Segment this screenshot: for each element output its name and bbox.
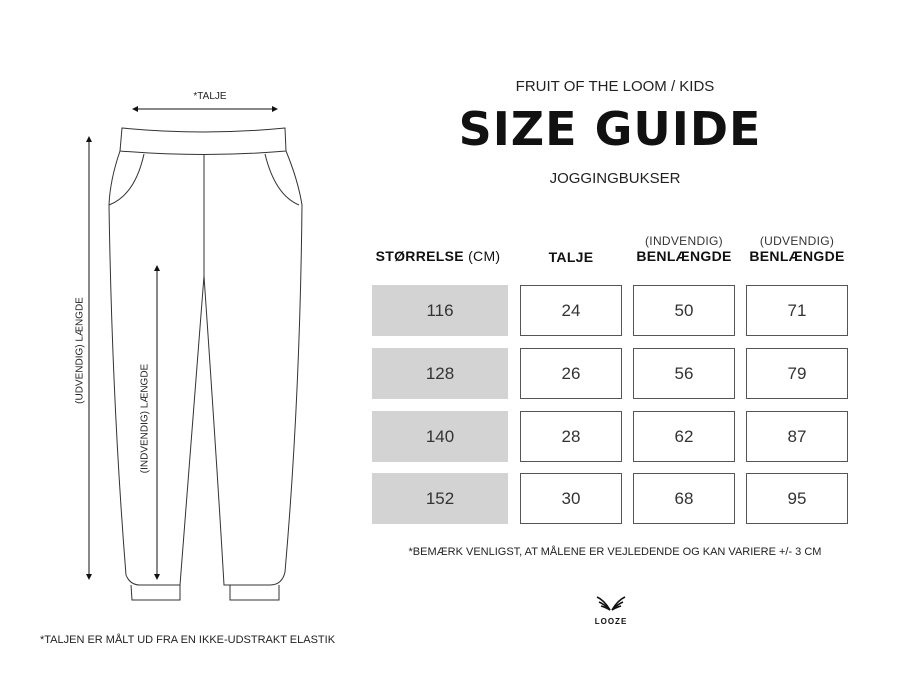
waistband: [119, 127, 287, 155]
looze-logo: LOOZE: [586, 596, 636, 626]
cell-inner-leg: 50: [633, 285, 735, 336]
cell-inner-leg: 62: [633, 411, 735, 462]
waist-note: *TALJEN ER MÅLT UD FRA EN IKKE-UDSTRAKT …: [40, 634, 336, 646]
inner-length-label: (INDVENDIG) LÆNGDE: [139, 363, 151, 474]
outer-length-label: (UDVENDIG) LÆNGDE: [74, 297, 86, 404]
column-header-inner-leg: (INDVENDIG) BENLÆNGDE: [636, 234, 732, 264]
cell-size: 140: [372, 411, 508, 462]
brand-line: FRUIT OF THE LOOM / KIDS: [515, 78, 715, 95]
pants-diagram: [86, 106, 303, 601]
cell-outer-leg: 79: [746, 348, 848, 399]
cell-size: 116: [372, 285, 508, 336]
cell-outer-leg: 95: [746, 473, 848, 524]
cell-waist: 26: [520, 348, 622, 399]
pants-outline: [108, 150, 303, 586]
logo-text: LOOZE: [594, 617, 628, 626]
cell-outer-leg: 87: [746, 411, 848, 462]
waist-label: *TALJE: [193, 91, 227, 102]
wings-icon: [596, 596, 626, 611]
column-header-waist: TALJE: [548, 249, 594, 265]
disclaimer-note: *BEMÆRK VENLIGST, AT MÅLENE ER VEJLEDEND…: [408, 546, 822, 558]
cell-outer-leg: 71: [746, 285, 848, 336]
page-title: SIZE GUIDE: [458, 102, 762, 156]
right-cuff: [229, 585, 280, 601]
left-pocket: [108, 153, 145, 206]
cell-waist: 28: [520, 411, 622, 462]
product-type: JOGGINGBUKSER: [549, 170, 681, 187]
cell-inner-leg: 68: [633, 473, 735, 524]
column-header-outer-leg: (UDVENDIG) BENLÆNGDE: [749, 234, 845, 264]
cell-size: 152: [372, 473, 508, 524]
column-header-size: STØRRELSE (CM): [375, 248, 501, 264]
cell-waist: 30: [520, 473, 622, 524]
right-pocket: [264, 153, 300, 206]
left-cuff: [130, 584, 181, 601]
cell-waist: 24: [520, 285, 622, 336]
cell-inner-leg: 56: [633, 348, 735, 399]
cell-size: 128: [372, 348, 508, 399]
